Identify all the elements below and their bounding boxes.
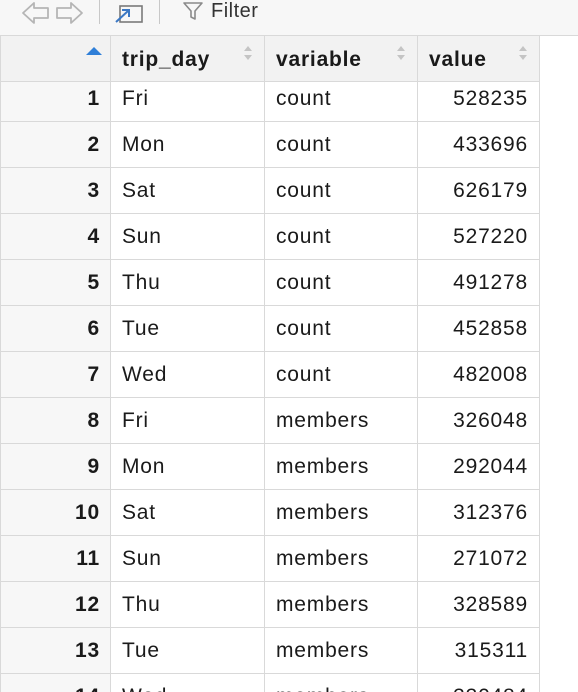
table-row[interactable]: 12 Thu members 328589 xyxy=(0,582,540,628)
cell-variable[interactable]: count xyxy=(265,122,418,168)
cell-value[interactable]: 452858 xyxy=(418,306,540,352)
row-index: 6 xyxy=(0,306,111,352)
back-arrow-icon[interactable] xyxy=(19,0,53,26)
cell-variable[interactable]: members xyxy=(265,536,418,582)
cell-value[interactable]: 292044 xyxy=(418,444,540,490)
cell-variable[interactable]: members xyxy=(265,628,418,674)
cell-value[interactable]: 433696 xyxy=(418,122,540,168)
table-row[interactable]: 1 Fri count 528235 xyxy=(0,76,540,122)
cell-trip-day[interactable]: Mon xyxy=(111,122,265,168)
cell-value[interactable]: 328589 xyxy=(418,582,540,628)
row-index: 8 xyxy=(0,398,111,444)
cell-trip-day[interactable]: Tue xyxy=(111,628,265,674)
sort-ascending-icon xyxy=(86,47,102,55)
cell-variable[interactable]: members xyxy=(265,582,418,628)
cell-variable[interactable]: members xyxy=(265,490,418,536)
cell-variable[interactable]: count xyxy=(265,76,418,122)
column-header-label: value xyxy=(429,47,487,71)
toolbar-separator xyxy=(159,0,160,24)
cell-variable[interactable]: count xyxy=(265,306,418,352)
table-row[interactable]: 8 Fri members 326048 xyxy=(0,398,540,444)
cell-trip-day[interactable]: Thu xyxy=(111,582,265,628)
cell-trip-day[interactable]: Sun xyxy=(111,214,265,260)
column-header-trip-day[interactable]: trip_day xyxy=(111,36,265,82)
cell-value[interactable]: 330484 xyxy=(418,674,540,692)
column-header-value[interactable]: value xyxy=(418,36,540,82)
cell-variable[interactable]: count xyxy=(265,214,418,260)
toolbar-separator xyxy=(99,0,100,24)
cell-value[interactable]: 626179 xyxy=(418,168,540,214)
table-row[interactable]: 6 Tue count 452858 xyxy=(0,306,540,352)
row-index: 9 xyxy=(0,444,111,490)
cell-variable[interactable]: count xyxy=(265,352,418,398)
row-index: 5 xyxy=(0,260,111,306)
cell-value[interactable]: 482008 xyxy=(418,352,540,398)
column-header-label: variable xyxy=(276,47,362,71)
cell-trip-day[interactable]: Sat xyxy=(111,490,265,536)
sort-icon xyxy=(519,46,527,60)
table-row[interactable]: 10 Sat members 312376 xyxy=(0,490,540,536)
row-index: 14 xyxy=(0,674,111,692)
table-row[interactable]: 7 Wed count 482008 xyxy=(0,352,540,398)
table-header-row: trip_day variable value xyxy=(0,36,540,82)
cell-trip-day[interactable]: Wed xyxy=(111,674,265,692)
toolbar: Filter xyxy=(0,0,578,36)
cell-value[interactable]: 528235 xyxy=(418,76,540,122)
row-index: 3 xyxy=(0,168,111,214)
cell-value[interactable]: 491278 xyxy=(418,260,540,306)
row-index: 4 xyxy=(0,214,111,260)
table-row[interactable]: 13 Tue members 315311 xyxy=(0,628,540,674)
row-index: 13 xyxy=(0,628,111,674)
table-row[interactable]: 11 Sun members 271072 xyxy=(0,536,540,582)
cell-trip-day[interactable]: Thu xyxy=(111,260,265,306)
cell-trip-day[interactable]: Mon xyxy=(111,444,265,490)
column-header-label: trip_day xyxy=(122,47,211,71)
row-index: 10 xyxy=(0,490,111,536)
cell-trip-day[interactable]: Fri xyxy=(111,398,265,444)
row-index: 1 xyxy=(0,76,111,122)
cell-trip-day[interactable]: Fri xyxy=(111,76,265,122)
table-row[interactable]: 9 Mon members 292044 xyxy=(0,444,540,490)
cell-trip-day[interactable]: Sat xyxy=(111,168,265,214)
row-index: 11 xyxy=(0,536,111,582)
popout-window-icon[interactable] xyxy=(112,0,148,28)
row-index: 2 xyxy=(0,122,111,168)
table-row[interactable]: 3 Sat count 626179 xyxy=(0,168,540,214)
table-row[interactable]: 14 Wed members 330484 xyxy=(0,674,540,692)
funnel-icon xyxy=(183,2,203,20)
table-row[interactable]: 2 Mon count 433696 xyxy=(0,122,540,168)
cell-value[interactable]: 527220 xyxy=(418,214,540,260)
cell-variable[interactable]: members xyxy=(265,444,418,490)
sort-icon xyxy=(244,46,252,60)
column-header-index[interactable] xyxy=(0,36,111,82)
forward-arrow-icon[interactable] xyxy=(52,0,86,26)
filter-button[interactable]: Filter xyxy=(182,0,258,26)
row-index: 12 xyxy=(0,582,111,628)
cell-trip-day[interactable]: Sun xyxy=(111,536,265,582)
data-table: trip_day variable value xyxy=(0,36,578,692)
cell-variable[interactable]: count xyxy=(265,168,418,214)
row-index: 7 xyxy=(0,352,111,398)
cell-value[interactable]: 312376 xyxy=(418,490,540,536)
cell-value[interactable]: 326048 xyxy=(418,398,540,444)
cell-variable[interactable]: count xyxy=(265,260,418,306)
cell-value[interactable]: 315311 xyxy=(418,628,540,674)
column-header-variable[interactable]: variable xyxy=(265,36,418,82)
filter-label: Filter xyxy=(211,0,259,22)
sort-icon xyxy=(397,46,405,60)
cell-variable[interactable]: members xyxy=(265,674,418,692)
cell-trip-day[interactable]: Wed xyxy=(111,352,265,398)
cell-variable[interactable]: members xyxy=(265,398,418,444)
cell-trip-day[interactable]: Tue xyxy=(111,306,265,352)
table-row[interactable]: 4 Sun count 527220 xyxy=(0,214,540,260)
cell-value[interactable]: 271072 xyxy=(418,536,540,582)
table-row[interactable]: 5 Thu count 491278 xyxy=(0,260,540,306)
